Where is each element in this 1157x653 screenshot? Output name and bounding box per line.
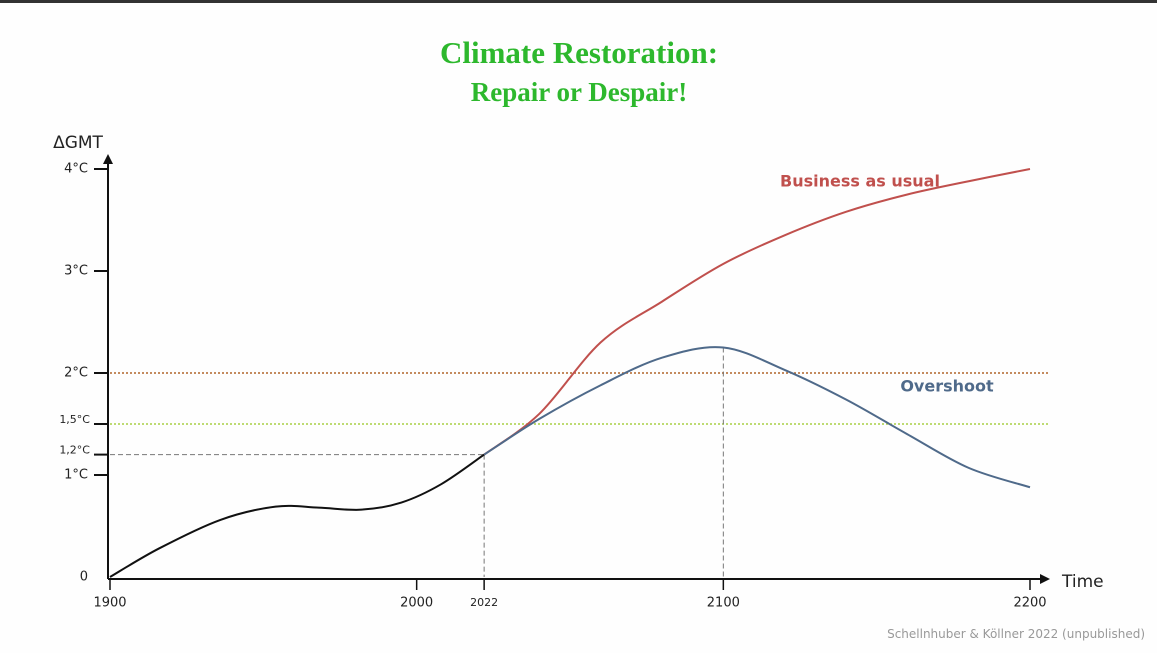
- y-axis-arrow: [103, 154, 113, 164]
- x-tick-label: 2200: [1013, 596, 1046, 611]
- chart-title: Climate Restoration:: [440, 35, 718, 70]
- y-axis-label: ΔGMT: [53, 133, 103, 153]
- line: [483, 346, 1031, 489]
- y-tick-label: 4°C: [64, 162, 88, 177]
- y-tick-label: 1,5°C: [59, 413, 90, 426]
- y-tick-label: 1°C: [64, 468, 88, 483]
- top-border: [0, 0, 1157, 3]
- series-label: Business as usual: [780, 172, 940, 191]
- line: [109, 453, 485, 578]
- source: Schellnhuber & Köllner 2022 (unpublished…: [887, 627, 1145, 641]
- y-tick-label: 2°C: [64, 366, 88, 381]
- x-tick-label: 2100: [707, 596, 740, 611]
- series-label: Overshoot: [900, 377, 994, 396]
- x-tick-label: 2022: [470, 596, 498, 609]
- x-tick-label: 2000: [400, 596, 433, 611]
- line: [483, 168, 1031, 456]
- y-tick-label: 3°C: [64, 264, 88, 279]
- x-axis-arrow: [1040, 574, 1050, 584]
- x-tick-label: 1900: [93, 596, 126, 611]
- y-tick-label: 1,2°C: [59, 444, 90, 457]
- y-tick-label: 0: [80, 570, 88, 585]
- chart-subtitle: Repair or Despair!: [471, 77, 687, 107]
- x-axis-label: Time: [1061, 572, 1104, 592]
